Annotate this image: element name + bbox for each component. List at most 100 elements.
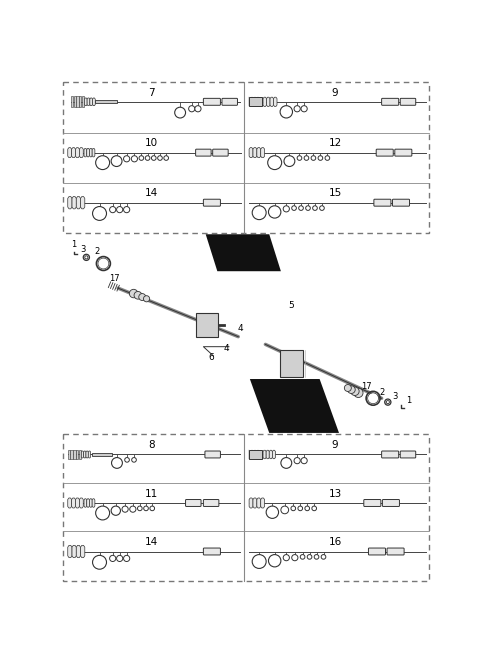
FancyBboxPatch shape: [383, 499, 399, 506]
Polygon shape: [253, 498, 257, 508]
FancyBboxPatch shape: [213, 149, 228, 156]
Circle shape: [109, 207, 116, 213]
Bar: [82, 96, 84, 107]
Polygon shape: [72, 197, 76, 209]
Polygon shape: [249, 148, 253, 157]
Bar: [95, 100, 117, 104]
Circle shape: [318, 155, 323, 160]
FancyBboxPatch shape: [204, 199, 220, 206]
Circle shape: [300, 554, 305, 559]
Text: 11: 11: [145, 489, 158, 499]
Circle shape: [298, 506, 302, 510]
Circle shape: [304, 155, 309, 160]
Circle shape: [83, 255, 89, 260]
Circle shape: [93, 207, 107, 220]
Circle shape: [311, 155, 316, 160]
FancyBboxPatch shape: [387, 548, 404, 555]
Polygon shape: [86, 451, 88, 458]
Polygon shape: [79, 498, 83, 508]
Bar: [76, 450, 78, 459]
Circle shape: [307, 554, 312, 559]
Polygon shape: [72, 498, 75, 508]
Circle shape: [252, 554, 266, 569]
Polygon shape: [75, 498, 79, 508]
Circle shape: [284, 155, 295, 167]
Circle shape: [268, 155, 282, 170]
Text: 16: 16: [328, 537, 342, 547]
Circle shape: [139, 155, 144, 160]
Polygon shape: [269, 450, 272, 459]
Polygon shape: [84, 98, 87, 106]
Circle shape: [283, 206, 289, 212]
Circle shape: [305, 506, 310, 510]
Circle shape: [145, 155, 150, 160]
Circle shape: [320, 206, 324, 211]
Circle shape: [314, 554, 319, 559]
Circle shape: [385, 399, 391, 405]
Circle shape: [111, 458, 122, 468]
Circle shape: [299, 206, 303, 211]
Circle shape: [348, 386, 355, 394]
Polygon shape: [72, 545, 76, 558]
Polygon shape: [76, 545, 81, 558]
Text: 2: 2: [95, 247, 100, 256]
Polygon shape: [261, 148, 264, 157]
Polygon shape: [81, 451, 84, 458]
FancyBboxPatch shape: [186, 499, 201, 506]
Polygon shape: [81, 197, 85, 209]
Circle shape: [280, 106, 292, 118]
Circle shape: [134, 291, 142, 299]
Circle shape: [252, 206, 266, 220]
Polygon shape: [87, 148, 89, 157]
Circle shape: [301, 458, 307, 464]
Circle shape: [350, 387, 359, 396]
Polygon shape: [263, 97, 266, 106]
Polygon shape: [84, 148, 87, 157]
Circle shape: [96, 155, 109, 170]
FancyBboxPatch shape: [400, 98, 416, 105]
Text: 10: 10: [145, 138, 158, 148]
FancyBboxPatch shape: [204, 499, 219, 506]
Text: 4: 4: [224, 344, 229, 353]
Circle shape: [130, 289, 138, 298]
Text: 4: 4: [238, 325, 243, 333]
Bar: [63, 434, 429, 581]
Circle shape: [157, 155, 162, 160]
Text: 5: 5: [288, 301, 294, 310]
Text: 7: 7: [148, 88, 155, 98]
Circle shape: [111, 155, 122, 167]
Circle shape: [130, 506, 136, 512]
Polygon shape: [68, 545, 72, 558]
Polygon shape: [257, 148, 261, 157]
Text: 14: 14: [145, 537, 158, 547]
Bar: [71, 450, 73, 459]
Circle shape: [294, 106, 300, 112]
Polygon shape: [266, 97, 270, 106]
FancyBboxPatch shape: [382, 98, 399, 105]
Polygon shape: [93, 98, 95, 106]
Circle shape: [144, 296, 150, 302]
Circle shape: [368, 393, 379, 403]
Bar: [68, 450, 70, 459]
Circle shape: [283, 554, 289, 561]
Text: 9: 9: [332, 440, 338, 450]
Text: 14: 14: [145, 188, 158, 199]
Bar: [79, 96, 81, 107]
FancyBboxPatch shape: [369, 548, 385, 555]
Polygon shape: [206, 234, 281, 271]
Circle shape: [150, 506, 155, 510]
Text: 12: 12: [328, 138, 342, 148]
Circle shape: [268, 554, 281, 567]
Circle shape: [109, 556, 116, 562]
Polygon shape: [68, 197, 72, 209]
FancyBboxPatch shape: [374, 199, 391, 206]
Circle shape: [268, 206, 281, 218]
Polygon shape: [81, 545, 85, 558]
Circle shape: [175, 107, 186, 118]
Circle shape: [152, 155, 156, 160]
Polygon shape: [75, 148, 79, 157]
FancyBboxPatch shape: [364, 499, 381, 506]
Circle shape: [195, 106, 201, 112]
Circle shape: [291, 506, 296, 510]
Circle shape: [189, 106, 195, 112]
